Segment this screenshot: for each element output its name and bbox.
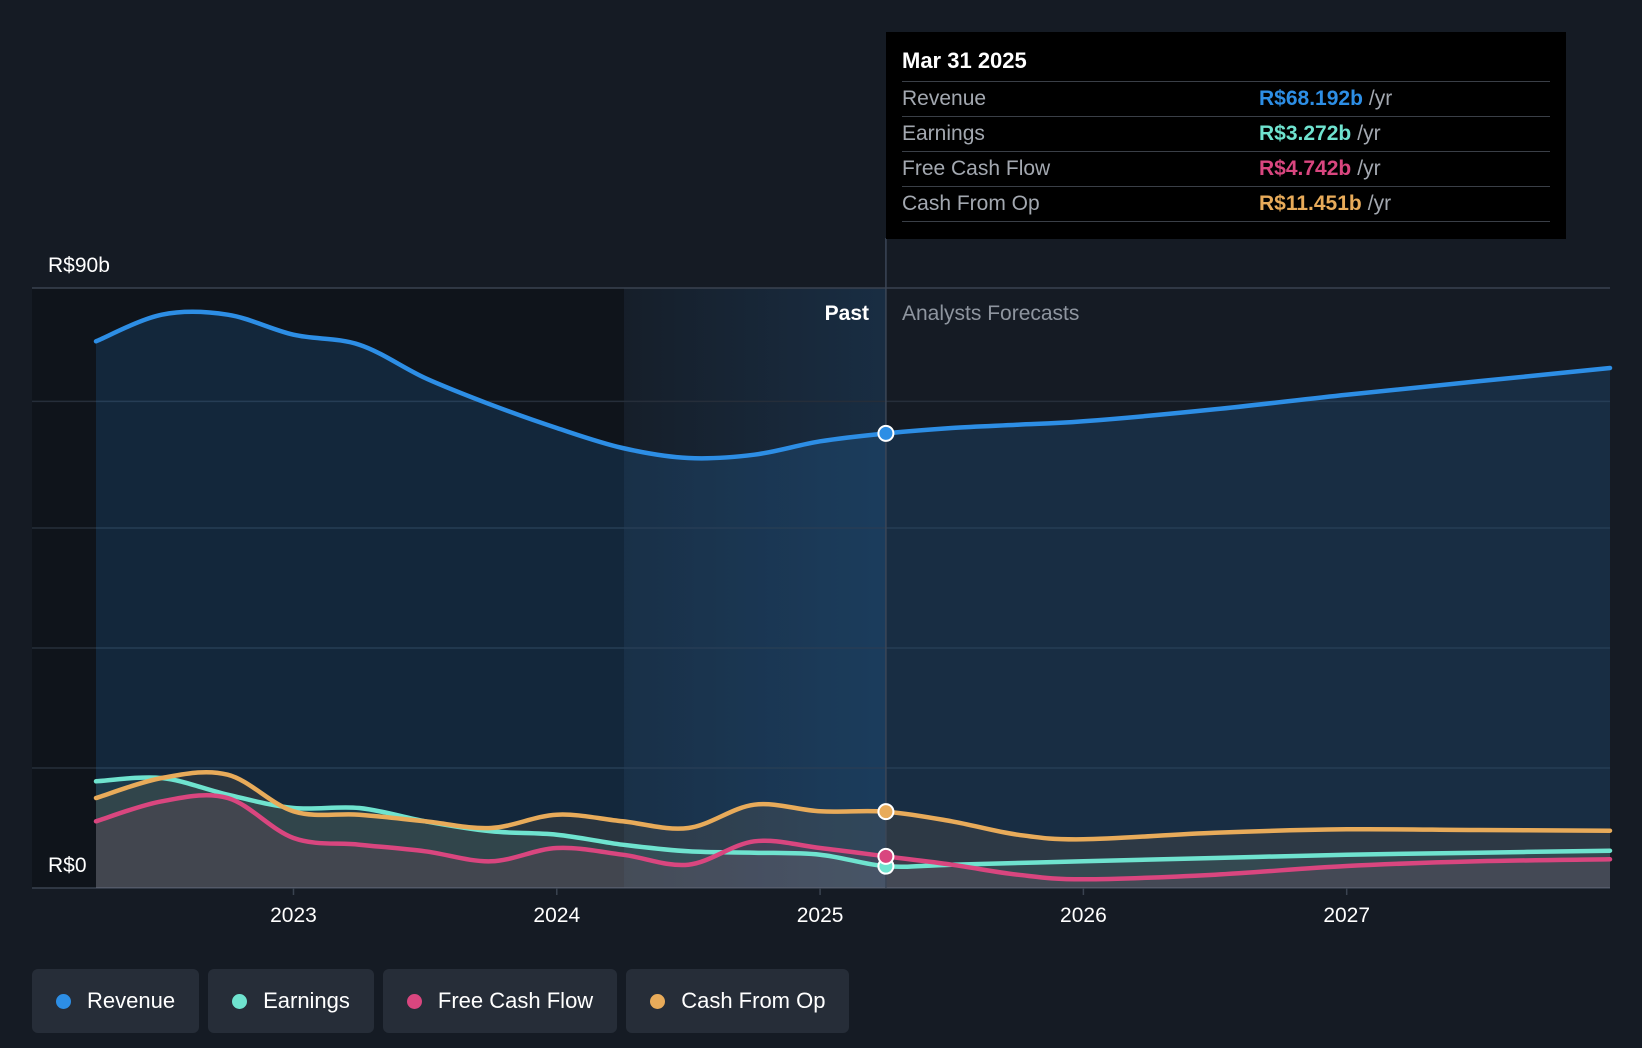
x-axis-ticks: 2023 2024 2025 2026 2027 — [270, 888, 1370, 927]
legend-dot-icon — [406, 993, 422, 1009]
legend-label: Revenue — [87, 988, 176, 1013]
legend-label: Earnings — [263, 988, 350, 1013]
legend-item-free-cash-flow[interactable]: Free Cash Flow — [382, 969, 618, 1033]
tooltip-row: Earnings R$3.272b/yr — [902, 116, 1550, 151]
tooltip-label: Revenue — [902, 87, 987, 110]
legend-dot-icon — [650, 993, 666, 1009]
marker-cash-from-op — [877, 803, 895, 821]
legend-item-revenue[interactable]: Revenue — [32, 969, 200, 1033]
tooltip-row: Cash From Op R$11.451b/yr — [902, 186, 1550, 222]
legend-dot-icon — [232, 993, 248, 1009]
past-label: Past — [825, 302, 869, 325]
x-tick-label: 2023 — [270, 904, 317, 927]
marker-revenue — [877, 424, 895, 442]
line-cash-from-op — [93, 769, 1613, 842]
legend-item-cash-from-op[interactable]: Cash From Op — [626, 969, 850, 1033]
legend-item-earnings[interactable]: Earnings — [208, 969, 374, 1033]
grid-lines — [32, 287, 1610, 889]
tooltip-row: Revenue R$68.192b/yr — [902, 81, 1550, 116]
tooltip-panel: Mar 31 2025 Revenue R$68.192b/yr Earnings R… — [886, 32, 1566, 239]
y-axis-bottom-label: R$0 — [48, 854, 87, 877]
series-lines — [93, 309, 1613, 882]
tooltip-unit: /yr — [1367, 192, 1392, 215]
tooltip-label: Free Cash Flow — [902, 157, 1051, 180]
x-tick-label: 2027 — [1323, 904, 1370, 927]
legend-dot-icon — [56, 993, 71, 1009]
hover-markers — [877, 424, 895, 875]
legend: Revenue Earnings Free Cash Flow Cash From O… — [32, 969, 850, 1033]
line-revenue — [93, 309, 1613, 461]
tooltip-unit: /yr — [1357, 157, 1381, 180]
tooltip-rows: Revenue R$68.192b/yr Earnings R$3.272b/yr Fr… — [902, 81, 1550, 222]
forecast-label: Analysts Forecasts — [902, 302, 1079, 325]
tooltip-unit: /yr — [1357, 122, 1381, 145]
tooltip-value: R$3.272b — [1259, 122, 1352, 145]
line-earnings — [93, 775, 1613, 870]
area-free-cash-flow — [96, 795, 1610, 888]
marker-free-cash-flow — [877, 847, 895, 865]
x-tick-label: 2024 — [533, 904, 580, 927]
tooltip-date: Mar 31 2025 — [902, 48, 1027, 73]
tooltip-value: R$68.192b — [1259, 87, 1363, 110]
tooltip-label: Cash From Op — [902, 192, 1040, 215]
tooltip-row: Free Cash Flow R$4.742b/yr — [902, 151, 1550, 186]
tooltip-label: Earnings — [902, 122, 985, 145]
past-highlight-band — [624, 288, 886, 888]
tooltip-unit: /yr — [1368, 87, 1393, 110]
line-free-cash-flow — [93, 793, 1613, 882]
x-tick-label: 2026 — [1060, 904, 1107, 927]
tooltip-value: R$11.451b — [1259, 192, 1362, 215]
y-axis-top-label: R$90b — [48, 254, 110, 277]
area-revenue — [96, 311, 1610, 888]
tooltip-value: R$4.742b — [1259, 157, 1352, 180]
legend-label: Cash From Op — [681, 988, 826, 1013]
x-tick-label: 2025 — [797, 904, 844, 927]
legend-label: Free Cash Flow — [437, 988, 594, 1013]
